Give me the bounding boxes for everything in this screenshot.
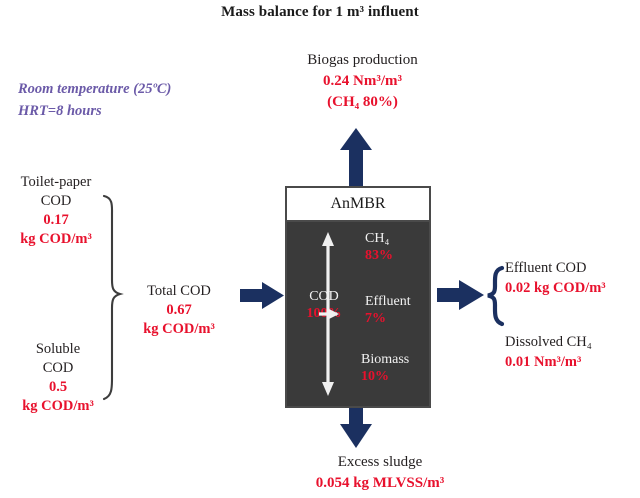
soluble-param: COD <box>42 360 74 376</box>
soluble-unit: kg COD/m³ <box>22 398 94 414</box>
reactor-stream-ch4: CH₄ 83% <box>365 230 429 264</box>
total-cod-unit: kg COD/m³ <box>143 321 215 337</box>
soluble-value: 0.5 <box>48 379 68 395</box>
operating-conditions-note: Room temperature (25ºC) HRT=8 hours <box>18 78 248 122</box>
reactor-stream-effluent: Effluent 7% <box>365 293 431 327</box>
biogas-arrow-icon <box>340 128 372 186</box>
biogas-value: 0.24 Nm³/m³ <box>323 73 402 89</box>
effluent-cod-value: 0.02 kg COD/m³ <box>505 280 606 296</box>
anmbr-reactor: AnMBR COD 100% CH₄ 83% Effluent 7% Bioma… <box>285 186 431 408</box>
biogas-composition: (CH₄ 80%) <box>327 94 398 110</box>
dissolved-ch4-value: 0.01 Nm³/m³ <box>505 354 582 370</box>
dissolved-ch4-label: Dissolved CH₄ <box>505 334 592 350</box>
effluent-arrow-icon <box>437 280 484 310</box>
toilet-paper-name: Toilet-paper <box>20 174 92 190</box>
total-cod-group: Total COD 0.67 kg COD/m³ <box>124 282 234 339</box>
total-cod-value: 0.67 <box>166 302 192 318</box>
condition-temperature: Room temperature (25ºC) <box>18 81 172 97</box>
output-dissolved-ch4: Dissolved CH₄ 0.01 Nm³/m³ <box>505 332 640 372</box>
biogas-label: Biogas production <box>307 52 418 68</box>
toilet-paper-value: 0.17 <box>43 212 69 228</box>
reactor-title: AnMBR <box>287 188 429 222</box>
reactor-stream-effluent-label: Effluent <box>365 294 411 309</box>
inlet-arrow-icon <box>240 282 284 309</box>
toilet-paper-param: COD <box>40 193 72 209</box>
biogas-production-label-group: Biogas production 0.24 Nm³/m³ (CH₄ 80%) <box>255 50 470 113</box>
input-soluble-cod: Soluble COD 0.5 kg COD/m³ <box>8 340 108 416</box>
total-cod-label: Total COD <box>147 283 211 299</box>
reactor-split-bracket-icon <box>319 232 339 396</box>
reactor-stream-ch4-value: 83% <box>365 248 393 263</box>
output-excess-sludge: Excess sludge 0.054 kg MLVSS/m³ <box>250 452 510 494</box>
excess-sludge-arrow-icon <box>340 408 372 448</box>
excess-sludge-label: Excess sludge <box>337 454 423 470</box>
reactor-stream-ch4-label: CH₄ <box>365 231 390 246</box>
soluble-name: Soluble <box>35 341 81 357</box>
condition-hrt: HRT=8 hours <box>18 103 102 119</box>
reactor-stream-biomass-label: Biomass <box>361 352 410 367</box>
toilet-paper-unit: kg COD/m³ <box>20 231 92 247</box>
output-split-brace-icon <box>487 265 505 327</box>
excess-sludge-value: 0.054 kg MLVSS/m³ <box>315 475 445 491</box>
page-title: Mass balance for 1 m³ influent <box>221 4 419 20</box>
effluent-cod-label: Effluent COD <box>505 260 587 276</box>
reactor-inlet-label: COD <box>309 289 339 304</box>
reactor-stream-biomass-value: 10% <box>361 369 389 384</box>
reactor-stream-effluent-value: 7% <box>365 311 386 326</box>
reactor-stream-biomass: Biomass 10% <box>361 351 431 385</box>
output-effluent-cod: Effluent COD 0.02 kg COD/m³ <box>505 258 640 298</box>
input-toilet-paper-cod: Toilet-paper COD 0.17 kg COD/m³ <box>2 173 110 249</box>
